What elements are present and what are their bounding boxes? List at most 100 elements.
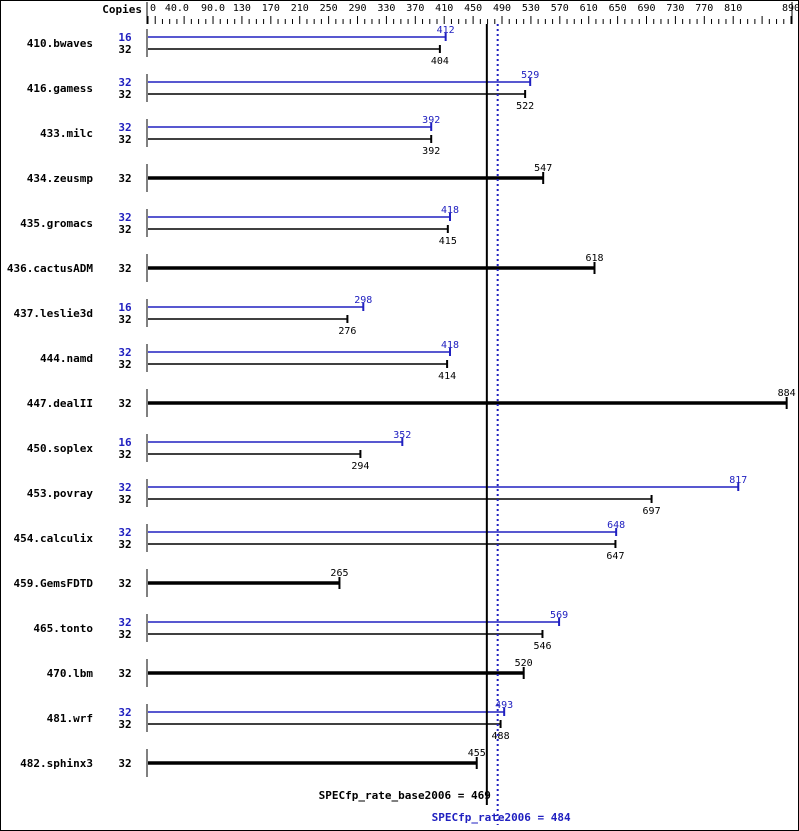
benchmark-name: 465.tonto — [33, 622, 93, 635]
base-copies: 32 — [118, 88, 131, 101]
peak-value: 569 — [550, 610, 568, 621]
benchmark-name: 416.gamess — [27, 82, 93, 95]
peak-copies: 32 — [118, 121, 131, 134]
peak-copies: 32 — [118, 706, 131, 719]
tick-label: 570 — [551, 3, 569, 14]
tick-label: 0 — [150, 3, 156, 14]
base-copies: 32 — [118, 133, 131, 146]
base-copies: 32 — [118, 397, 131, 410]
base-copies: 32 — [118, 538, 131, 551]
tick-label: 730 — [666, 3, 684, 14]
benchmark-name: 434.zeusmp — [27, 172, 94, 185]
base-copies: 32 — [118, 313, 131, 326]
tick-label: 890 — [782, 3, 799, 14]
peak-value: 817 — [729, 475, 747, 486]
tick-label: 650 — [609, 3, 627, 14]
peak-value: 352 — [393, 430, 411, 441]
benchmark-name: 459.GemsFDTD — [14, 577, 94, 590]
base-value: 522 — [516, 101, 534, 112]
tick-label: 610 — [580, 3, 598, 14]
benchmark-name: 482.sphinx3 — [20, 757, 93, 770]
peak-value: 418 — [441, 340, 459, 351]
tick-label: 330 — [377, 3, 395, 14]
peak-value: 298 — [354, 295, 372, 306]
benchmark-name: 481.wrf — [47, 712, 93, 725]
benchmark-name: 435.gromacs — [20, 217, 93, 230]
tick-label: 410 — [435, 3, 453, 14]
copies-header: Copies — [102, 3, 142, 16]
benchmark-name: 447.dealII — [27, 397, 93, 410]
tick-label: 370 — [406, 3, 424, 14]
benchmark-name: 410.bwaves — [27, 37, 93, 50]
peak-value: 412 — [437, 25, 455, 36]
peak-value: 648 — [607, 520, 625, 531]
base-copies: 32 — [118, 223, 131, 236]
base-copies: 32 — [118, 358, 131, 371]
tick-label: 250 — [320, 3, 338, 14]
base-value: 455 — [468, 748, 486, 759]
peak-copies: 32 — [118, 76, 131, 89]
base-value: 392 — [422, 146, 440, 157]
tick-label: 130 — [233, 3, 251, 14]
base-copies: 32 — [118, 718, 131, 731]
peak-value: 392 — [422, 115, 440, 126]
base-value: 884 — [778, 388, 796, 399]
peak-copies: 16 — [118, 31, 132, 44]
base-value: 488 — [492, 731, 510, 742]
base-copies: 32 — [118, 577, 131, 590]
benchmark-name: 444.namd — [40, 352, 93, 365]
tick-label: 810 — [724, 3, 742, 14]
tick-label: 690 — [637, 3, 655, 14]
peak-copies: 32 — [118, 481, 131, 494]
base-value: 647 — [606, 551, 624, 562]
tick-label: 490 — [493, 3, 511, 14]
base-copies: 32 — [118, 667, 131, 680]
benchmark-name: 450.soplex — [27, 442, 94, 455]
tick-label: 170 — [262, 3, 280, 14]
peak-copies: 16 — [118, 301, 132, 314]
base-summary-label: SPECfp_rate_base2006 = 469 — [319, 789, 491, 802]
tick-label: 770 — [695, 3, 713, 14]
tick-label: 290 — [348, 3, 366, 14]
tick-label: 450 — [464, 3, 482, 14]
base-value: 618 — [585, 253, 603, 264]
base-copies: 32 — [118, 262, 131, 275]
base-copies: 32 — [118, 628, 131, 641]
tick-label: 90.0 — [201, 3, 225, 14]
benchmark-name: 436.cactusADM — [7, 262, 93, 275]
peak-copies: 32 — [118, 346, 131, 359]
peak-copies: 32 — [118, 616, 131, 629]
base-value: 520 — [515, 658, 533, 669]
benchmark-name: 470.lbm — [47, 667, 94, 680]
base-copies: 32 — [118, 172, 131, 185]
peak-summary-label: SPECfp_rate2006 = 484 — [432, 811, 571, 824]
base-value: 546 — [533, 641, 551, 652]
peak-copies: 32 — [118, 211, 131, 224]
base-copies: 32 — [118, 757, 131, 770]
peak-value: 418 — [441, 205, 459, 216]
tick-label: 210 — [291, 3, 309, 14]
tick-label: 530 — [522, 3, 540, 14]
base-copies: 32 — [118, 448, 131, 461]
base-value: 276 — [338, 326, 356, 337]
benchmark-name: 433.milc — [40, 127, 93, 140]
peak-value: 493 — [495, 700, 513, 711]
base-value: 415 — [439, 236, 457, 247]
base-value: 404 — [431, 56, 449, 67]
peak-copies: 32 — [118, 526, 131, 539]
peak-copies: 16 — [118, 436, 132, 449]
tick-label: 40.0 — [165, 3, 189, 14]
peak-value: 529 — [521, 70, 539, 81]
benchmark-name: 437.leslie3d — [14, 307, 93, 320]
base-copies: 32 — [118, 43, 131, 56]
base-value: 547 — [534, 163, 552, 174]
base-copies: 32 — [118, 493, 131, 506]
base-value: 697 — [643, 506, 661, 517]
benchmark-name: 453.povray — [27, 487, 94, 500]
base-value: 294 — [351, 461, 369, 472]
base-value: 265 — [330, 568, 348, 579]
base-value: 414 — [438, 371, 456, 382]
benchmark-name: 454.calculix — [14, 532, 94, 545]
